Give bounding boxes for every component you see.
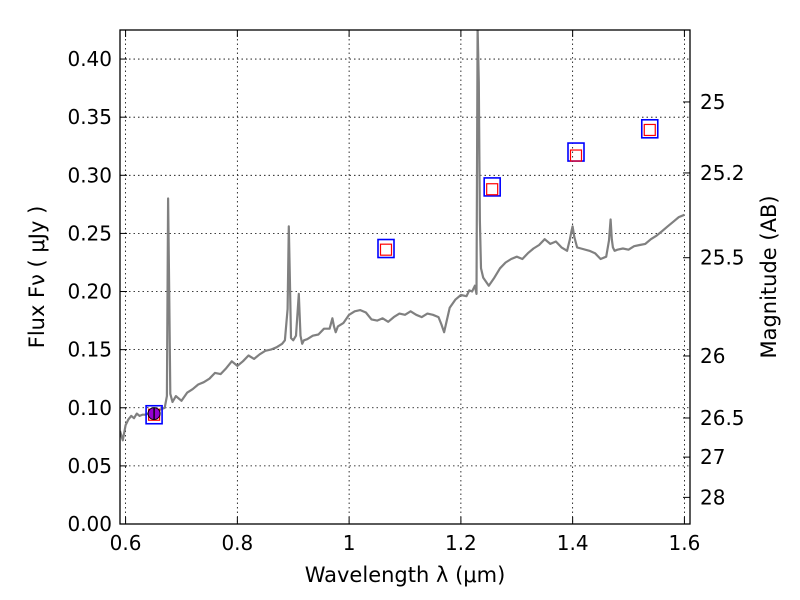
x-tick-label: 1 [343,531,356,555]
y-tick-label: 0.35 [67,105,112,129]
model-photometry-point [640,119,659,139]
model-flux-point [379,243,393,256]
spectrum-line [120,30,685,442]
y-tick-label: 0.00 [67,512,112,536]
y-tick-label: 0.40 [67,47,112,71]
model-flux-point [643,123,656,137]
model-photometry-point [483,177,501,197]
x-tick-label: 1.4 [557,531,589,555]
x-tick-label: 0.6 [110,531,142,555]
y2-tick-label: 25.2 [700,161,745,185]
y-tick-label: 0.15 [67,338,112,362]
grid [120,30,690,525]
y2-axis-label: Magnitude (AB) [757,195,781,358]
x-tick-label: 1.2 [445,531,477,555]
y2-tick-label: 27 [700,445,725,469]
model-photometry-point [145,404,163,425]
photometry-series [145,119,659,425]
model-photometry-point [377,238,395,259]
axis-ticks: 0.6 0.8 1 1.2 1.4 1.6 0.00 0.05 0.10 0.15 0.20 0.25… [67,30,745,555]
y2-tick-label: 26.5 [700,406,745,430]
x-tick-label: 1.6 [669,531,701,555]
model-flux-point [486,183,499,196]
y2-tick-label: 26 [700,344,725,368]
model-flux-point [569,149,583,162]
y-tick-label: 0.30 [67,163,112,187]
y-tick-label: 0.05 [67,454,112,478]
plot-frame [119,29,691,525]
y-tick-label: 0.20 [67,280,112,304]
y-axis-label: Flux Fν ( μJy ) [25,206,49,349]
y-tick-label: 0.25 [67,221,112,245]
y2-tick-label: 25 [700,90,725,114]
spectrum-series [120,30,685,442]
x-tick-label: 0.8 [221,531,253,555]
y-tick-label: 0.10 [67,396,112,420]
x-axis-label: Wavelength λ (μm) [305,563,506,587]
y2-tick-label: 25.5 [700,246,745,270]
y2-tick-label: 28 [700,485,725,509]
